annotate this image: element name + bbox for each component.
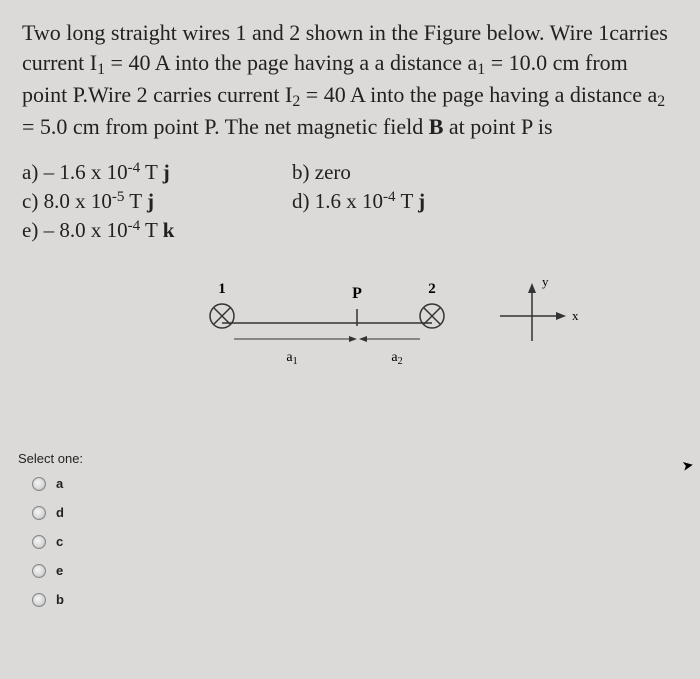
option-b-label: b <box>56 592 64 607</box>
dimension-a1 <box>234 336 357 342</box>
select-one-label: Select one: <box>18 451 678 466</box>
coordinate-axes <box>500 283 566 341</box>
choice-e: e) – 8.0 x 10-4 T k <box>22 218 282 243</box>
x-axis-label: x <box>572 308 579 323</box>
option-a-row[interactable]: a <box>32 476 678 491</box>
choice-d: d) 1.6 x 10-4 T j <box>292 189 552 214</box>
option-a-label: a <box>56 476 63 491</box>
dimension-a2 <box>359 336 420 342</box>
radio-a[interactable] <box>32 477 46 491</box>
question-text: Two long straight wires 1 and 2 shown in… <box>22 18 678 142</box>
option-d-label: d <box>56 505 64 520</box>
a2-label: a2 <box>391 350 402 367</box>
choice-a: a) – 1.6 x 10-4 T j <box>22 160 282 185</box>
choice-b: b) zero <box>292 160 552 185</box>
radio-e[interactable] <box>32 564 46 578</box>
point-p-label: P <box>352 285 362 302</box>
option-d-row[interactable]: d <box>32 505 678 520</box>
wire-1-symbol <box>210 304 234 328</box>
wire-1-label: 1 <box>218 281 226 297</box>
option-b-row[interactable]: b <box>32 592 678 607</box>
option-c-row[interactable]: c <box>32 534 678 549</box>
y-axis-label: y <box>542 274 549 289</box>
radio-c[interactable] <box>32 535 46 549</box>
diagram-svg: 1 2 P a1 a2 <box>182 271 582 391</box>
option-e-row[interactable]: e <box>32 563 678 578</box>
a1-label: a1 <box>286 350 297 367</box>
option-c-label: c <box>56 534 63 549</box>
radio-b[interactable] <box>32 593 46 607</box>
option-e-label: e <box>56 563 63 578</box>
radio-options-group: a d c e b <box>22 476 678 607</box>
answer-choices-grid: a) – 1.6 x 10-4 T j b) zero c) 8.0 x 10-… <box>22 160 678 243</box>
wire-2-symbol <box>420 304 444 328</box>
wire-2-label: 2 <box>428 281 436 297</box>
choice-c: c) 8.0 x 10-5 T j <box>22 189 282 214</box>
radio-d[interactable] <box>32 506 46 520</box>
figure-diagram: 1 2 P a1 a2 <box>182 271 582 391</box>
